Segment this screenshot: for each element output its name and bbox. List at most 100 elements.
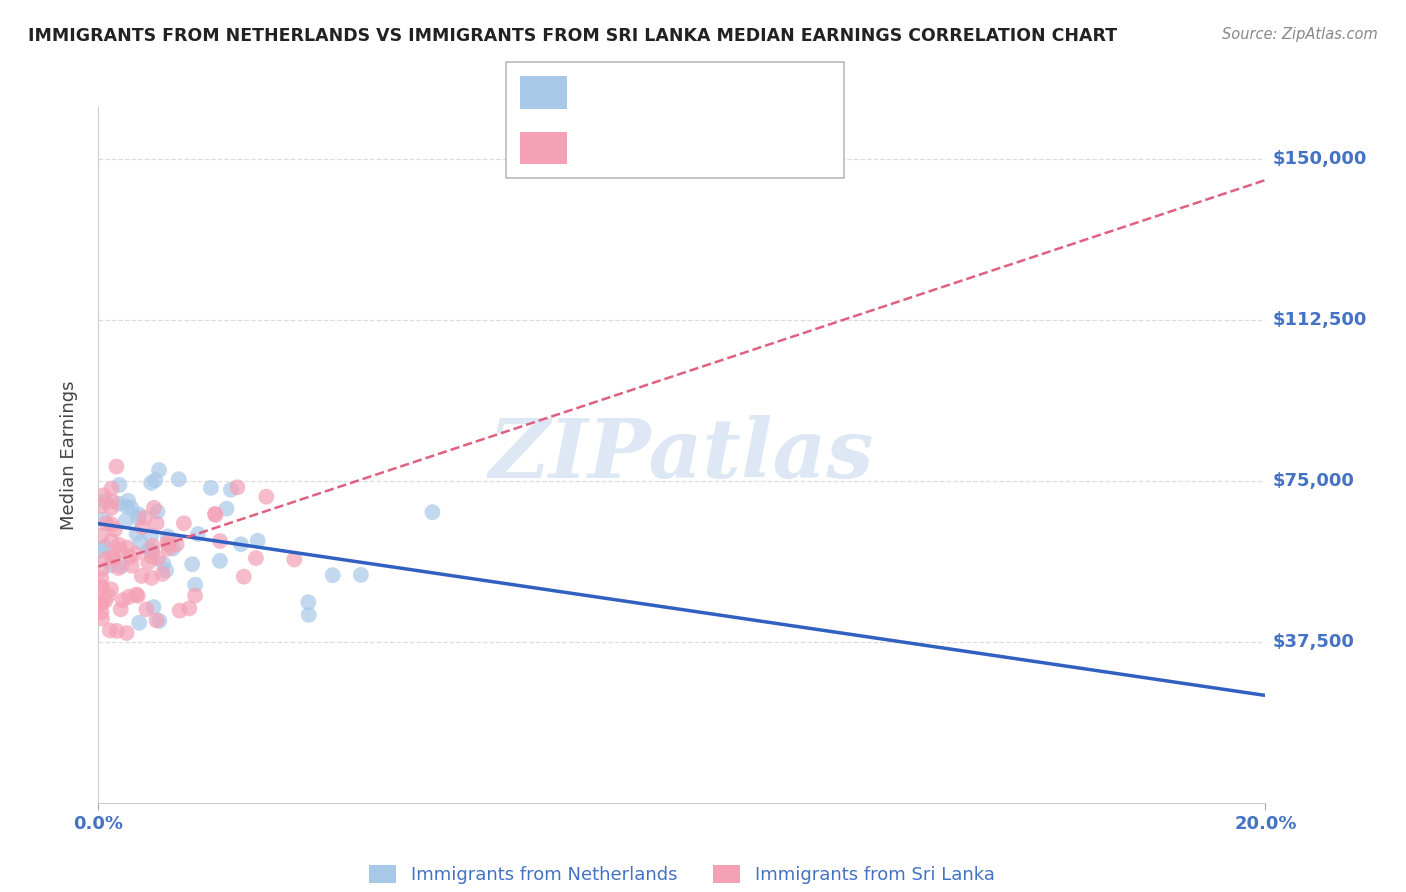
Point: [118, 590, 141, 604]
Point: [91, 562, 114, 576]
Text: Source: ZipAtlas.com: Source: ZipAtlas.com: [1222, 27, 1378, 42]
Point: [100, 533, 122, 548]
Text: IMMIGRANTS FROM NETHERLANDS VS IMMIGRANTS FROM SRI LANKA MEDIAN EARNINGS CORRELA: IMMIGRANTS FROM NETHERLANDS VS IMMIGRANT…: [28, 27, 1118, 45]
Point: [131, 569, 153, 583]
Point: [100, 482, 122, 496]
Point: [184, 589, 207, 603]
Point: [139, 528, 162, 542]
Point: [94, 594, 117, 608]
Legend: Immigrants from Netherlands, Immigrants from Sri Lanka: Immigrants from Netherlands, Immigrants …: [361, 857, 1002, 891]
Point: [90, 579, 112, 593]
Point: [104, 523, 127, 537]
Bar: [520, 132, 567, 164]
Point: [141, 549, 163, 564]
Point: [125, 588, 148, 602]
Point: [166, 537, 188, 551]
Point: [229, 537, 252, 551]
Point: [101, 549, 124, 564]
Point: [90, 596, 112, 610]
Point: [155, 564, 177, 578]
Point: [128, 615, 150, 630]
Point: [94, 494, 117, 508]
Point: [91, 611, 114, 625]
Point: [105, 459, 128, 474]
Point: [141, 475, 163, 490]
Point: [157, 541, 180, 556]
Point: [145, 516, 167, 531]
Y-axis label: Median Earnings: Median Earnings: [59, 380, 77, 530]
Point: [108, 543, 131, 558]
Point: [245, 551, 267, 566]
Point: [125, 526, 148, 541]
Point: [107, 497, 129, 511]
Point: [108, 538, 131, 552]
Point: [254, 490, 277, 504]
Point: [108, 478, 131, 492]
Point: [179, 601, 201, 615]
Point: [90, 543, 112, 558]
Point: [90, 572, 112, 586]
Point: [136, 556, 159, 570]
Point: [101, 494, 124, 508]
Text: $37,500: $37,500: [1272, 632, 1354, 651]
Point: [142, 600, 165, 615]
Point: [152, 566, 174, 581]
Point: [204, 508, 226, 522]
Point: [162, 541, 184, 556]
Point: [134, 510, 156, 524]
Point: [215, 501, 238, 516]
Point: [100, 558, 122, 573]
FancyBboxPatch shape: [506, 62, 844, 178]
Point: [142, 500, 165, 515]
Point: [110, 602, 132, 616]
Point: [117, 493, 139, 508]
Bar: [520, 77, 567, 109]
Point: [298, 607, 321, 622]
Point: [200, 481, 222, 495]
Point: [124, 547, 146, 561]
Point: [98, 624, 121, 638]
Point: [226, 480, 249, 494]
Point: [422, 505, 444, 519]
Point: [181, 557, 204, 571]
Text: R =  0.222  N = 69: R = 0.222 N = 69: [588, 139, 772, 157]
Point: [156, 529, 179, 543]
Point: [143, 473, 166, 487]
Point: [146, 505, 169, 519]
Point: [350, 568, 373, 582]
Point: [129, 535, 152, 549]
Point: [208, 533, 231, 548]
Point: [246, 533, 269, 548]
Point: [90, 499, 112, 513]
Point: [100, 517, 122, 532]
Point: [100, 582, 122, 597]
Point: [297, 595, 319, 609]
Point: [118, 549, 141, 564]
Point: [187, 527, 209, 541]
Point: [121, 558, 143, 573]
Point: [127, 511, 149, 525]
Point: [105, 624, 128, 638]
Point: [90, 597, 112, 611]
Point: [100, 500, 122, 515]
Point: [167, 472, 190, 486]
Point: [208, 554, 231, 568]
Point: [115, 541, 138, 555]
Point: [114, 514, 136, 528]
Point: [93, 513, 115, 527]
Point: [152, 557, 174, 571]
Point: [90, 605, 112, 619]
Point: [110, 559, 132, 574]
Point: [90, 582, 112, 596]
Point: [94, 516, 117, 531]
Point: [322, 568, 344, 582]
Point: [135, 602, 157, 616]
Point: [219, 483, 242, 497]
Point: [232, 569, 254, 583]
Point: [115, 626, 138, 640]
Point: [148, 614, 170, 628]
Point: [157, 538, 180, 552]
Point: [138, 542, 160, 557]
Point: [141, 571, 163, 585]
Point: [283, 552, 305, 566]
